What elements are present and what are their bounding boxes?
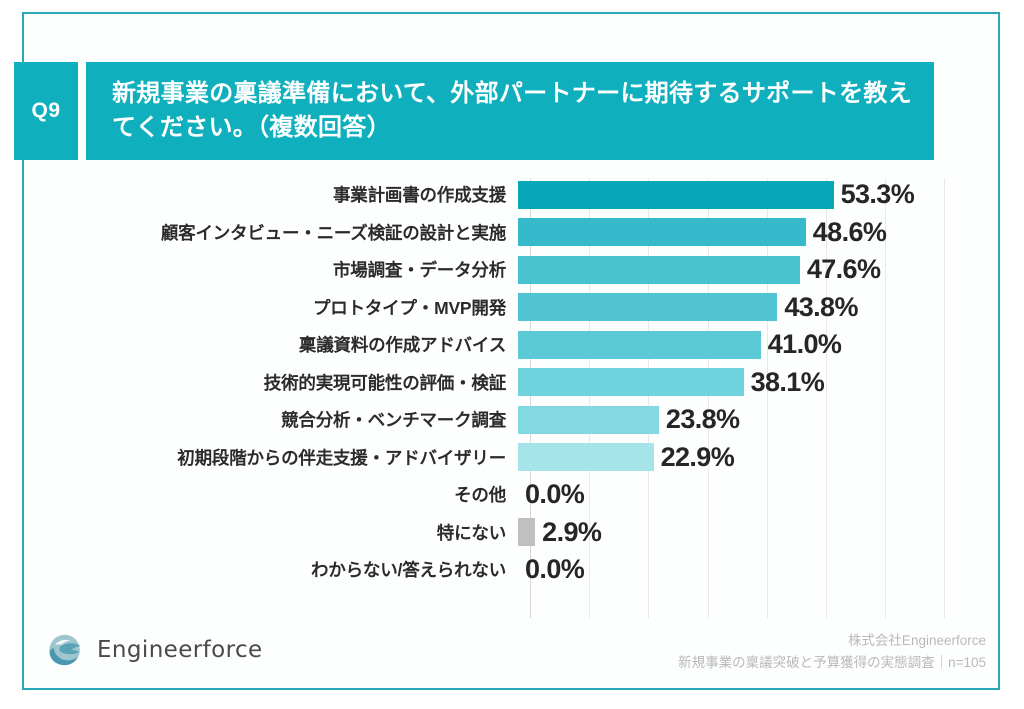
bar-container: 53.3%	[518, 176, 1024, 213]
bar-container: 38.1%	[518, 364, 1024, 401]
category-label: 稟議資料の作成アドバイス	[298, 335, 506, 355]
bar-container: 2.9%	[518, 514, 1024, 551]
category-label: 事業計画書の作成支援	[333, 185, 506, 205]
category-label: 特にない	[436, 522, 506, 543]
bar-container: 47.6%	[518, 251, 1024, 288]
footer-company: 株式会社Engineerforce	[847, 633, 986, 648]
chart-row: その他 0.0%	[0, 476, 1024, 513]
value-label: 22.9%	[660, 441, 735, 472]
chart-row: 事業計画書の作成支援 53.3%	[0, 176, 1024, 213]
value-label: 0.0%	[525, 479, 585, 509]
category-label: プロトタイプ・MVP開発	[312, 297, 506, 318]
chart-row: わからない/答えられない 0.0%	[0, 551, 1024, 588]
chart-row: 技術的実現可能性の評価・検証 38.1%	[0, 364, 1024, 401]
footer-credit: 株式会社Engineerforce 新規事業の稟議突破と予算獲得の実態調査｜n=…	[678, 630, 986, 673]
chart-row: 市場調査・データ分析 47.6%	[0, 251, 1024, 288]
category-label: 競合分析・ベンチマーク調査	[281, 410, 506, 430]
bar-container: 0.0%	[518, 476, 1024, 513]
brand-logo: Engineerforce	[44, 628, 263, 672]
value-label: 53.3%	[840, 179, 915, 209]
bar-container: 48.6%	[518, 214, 1024, 251]
category-label: 市場調査・データ分析	[333, 260, 506, 280]
bar-chart: 事業計画書の作成支援 53.3% 顧客インタビュー・ニーズ検証の設計と実施 48.6%…	[0, 176, 1024, 620]
value-label: 47.6%	[806, 254, 881, 284]
question-title-text: 新規事業の稟議準備において、外部パートナーに期待するサポートを教えてください。（…	[112, 79, 912, 141]
chart-row: 顧客インタビュー・ニーズ検証の設計と実施 48.6%	[0, 214, 1024, 251]
category-label: 初期段階からの伴走支援・アドバイザリー	[177, 447, 506, 468]
chart-row: プロトタイプ・MVP開発 43.8%	[0, 289, 1024, 326]
bar-container: 23.8%	[518, 401, 1024, 438]
bar-container: 22.9%	[518, 439, 1024, 476]
bar-container: 41.0%	[518, 326, 1024, 363]
value-label: 0.0%	[525, 554, 585, 584]
value-label: 41.0%	[767, 329, 842, 359]
brand-logo-text: Engineerforce	[97, 637, 263, 663]
bar	[518, 293, 778, 321]
bar	[518, 180, 834, 209]
chart-row: 競合分析・ベンチマーク調査 23.8%	[0, 401, 1024, 438]
category-label: 技術的実現可能性の評価・検証	[263, 372, 506, 393]
bar-container: 0.0%	[518, 551, 1024, 588]
bar	[518, 443, 654, 471]
engineerforce-logo-icon	[49, 634, 81, 666]
bar	[518, 368, 744, 396]
question-title-bar: 新規事業の稟議準備において、外部パートナーに期待するサポートを教えてください。（…	[86, 62, 934, 160]
value-label: 23.8%	[665, 404, 740, 434]
chart-row: 初期段階からの伴走支援・アドバイザリー 22.9%	[0, 439, 1024, 476]
value-label: 48.6%	[812, 216, 887, 247]
bar	[518, 405, 659, 434]
bar	[518, 518, 536, 546]
value-label: 43.8%	[784, 291, 858, 322]
category-label: 顧客インタビュー・ニーズ検証の設計と実施	[160, 222, 506, 243]
footer-survey: 新規事業の稟議突破と予算獲得の実態調査｜n=105	[678, 654, 986, 670]
bar	[518, 255, 800, 284]
category-label: その他	[454, 485, 506, 505]
question-badge-label: Q9	[31, 99, 61, 122]
bar	[518, 330, 761, 359]
bar-container: 43.8%	[518, 289, 1024, 326]
category-label: わからない/答えられない	[311, 560, 506, 580]
chart-row: 特にない 2.9%	[0, 514, 1024, 551]
value-label: 2.9%	[542, 516, 602, 547]
bar	[518, 218, 806, 246]
value-label: 38.1%	[750, 366, 825, 397]
chart-row: 稟議資料の作成アドバイス 41.0%	[0, 326, 1024, 363]
question-badge: Q9	[14, 62, 78, 160]
